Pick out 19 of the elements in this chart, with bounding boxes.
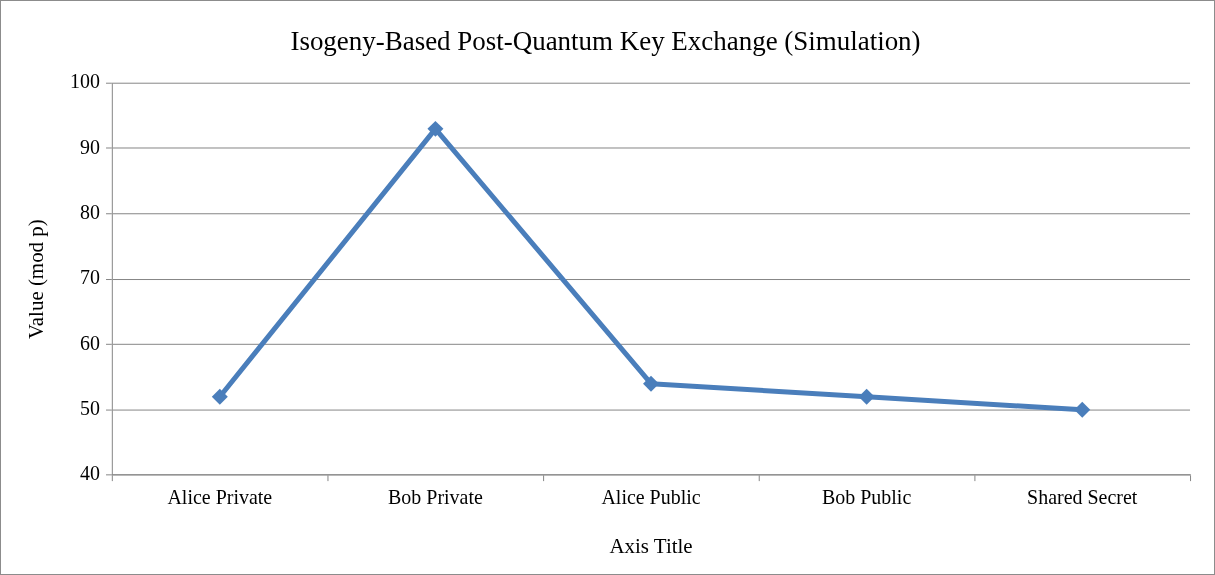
y-tick-label: 70 bbox=[80, 266, 101, 289]
y-tick-label: 80 bbox=[80, 201, 101, 224]
point bbox=[858, 388, 875, 405]
point bbox=[427, 120, 444, 137]
y-tick-label: 50 bbox=[80, 397, 101, 420]
y-tick-label: 40 bbox=[80, 462, 101, 485]
y-tick-label: 90 bbox=[80, 135, 101, 158]
x-tick-label: Alice Public bbox=[601, 486, 701, 509]
y-axis-title: Value (mod p) bbox=[24, 219, 49, 339]
y-tick-label: 100 bbox=[70, 70, 101, 93]
y-tick-label: 60 bbox=[80, 331, 101, 354]
point bbox=[211, 388, 228, 405]
x-tick-label: Alice Private bbox=[167, 486, 273, 509]
chart-title: Isogeny-Based Post-Quantum Key Exchange (Simulation) bbox=[290, 26, 921, 57]
x-tick-label: Shared Secret bbox=[1027, 486, 1138, 509]
point bbox=[1074, 401, 1091, 418]
x-axis-title: Axis Title bbox=[609, 534, 693, 558]
x-tick-label: Bob Private bbox=[388, 486, 483, 509]
x-tick-label: Bob Public bbox=[822, 486, 912, 509]
